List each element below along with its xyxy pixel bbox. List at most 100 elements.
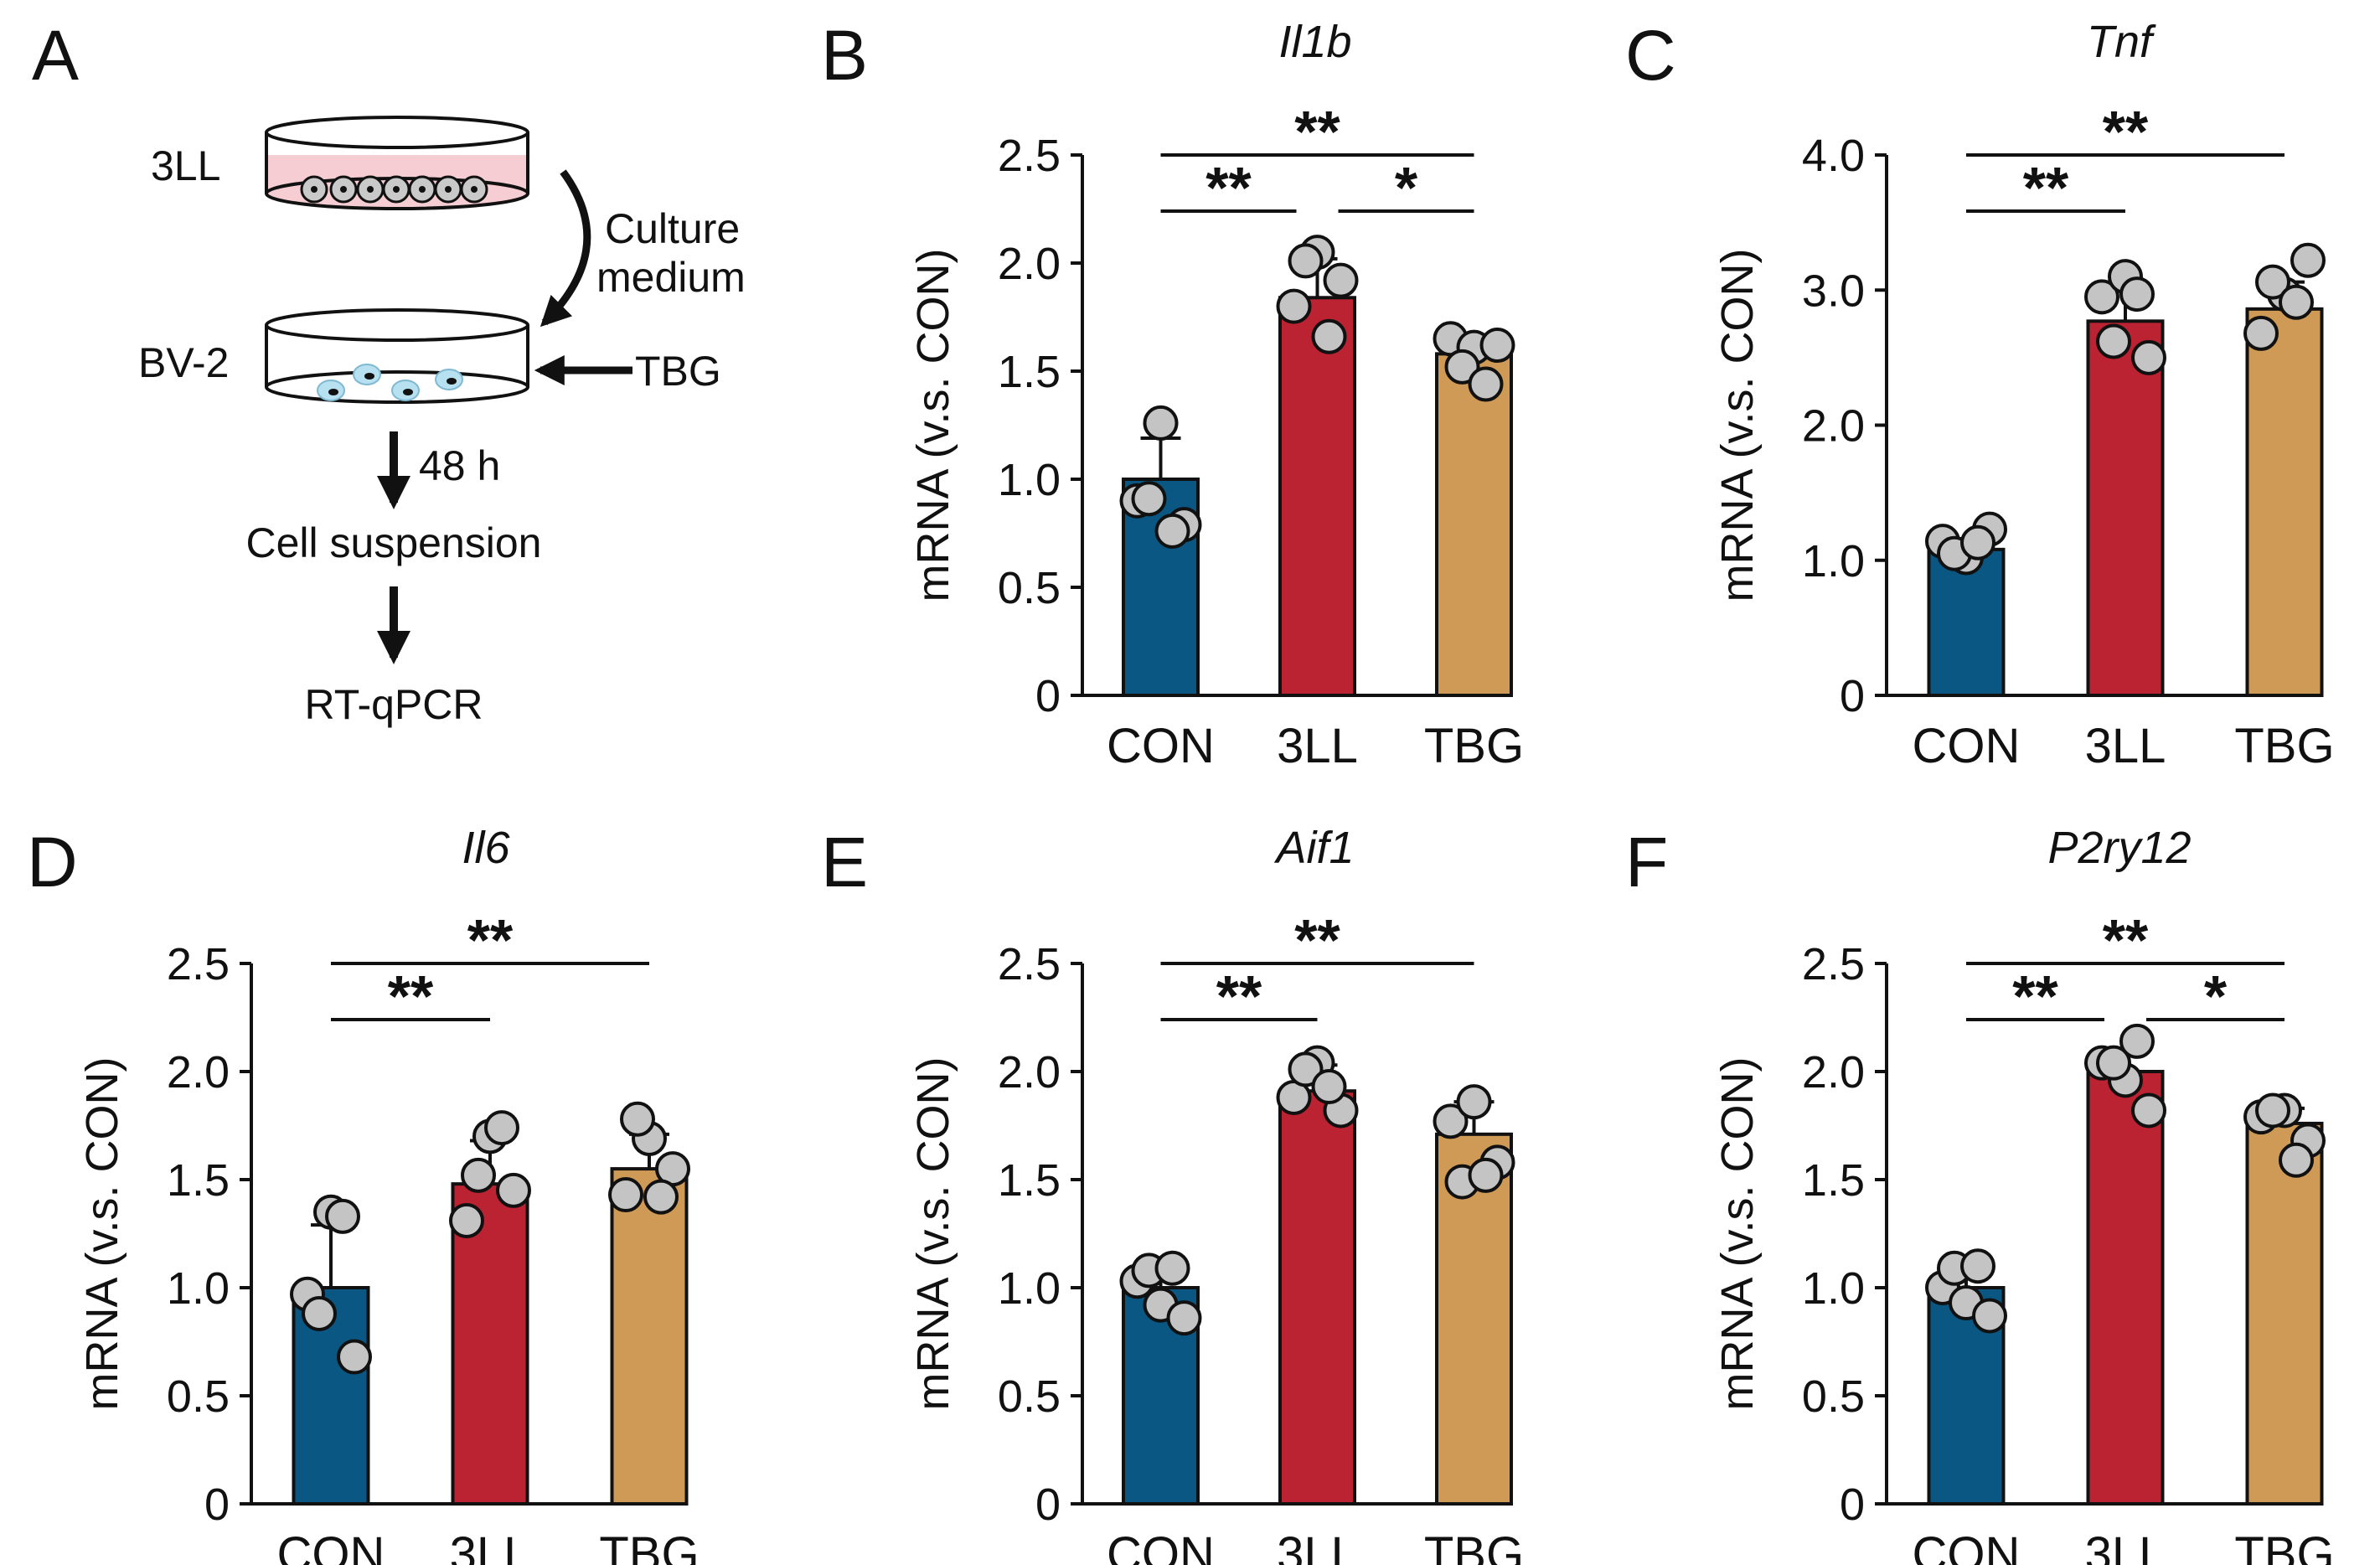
y-tick-label: 2.5 [1802,939,1865,989]
data-point-3ll [2119,276,2155,312]
x-category-label: CON [277,1527,385,1565]
cell-3ll-nucleus-0 [311,186,318,193]
bar-tbg [1435,1132,1513,1506]
cell-bv2-nucleus-1 [364,373,374,380]
y-tick-label: 0 [1840,1480,1865,1530]
data-point-tbg [2255,264,2290,300]
cell-3ll-nucleus-4 [419,186,426,193]
significance-stars: ** [2103,99,2149,164]
y-axis-label: mRNA (v.s. CON) [1712,1057,1763,1411]
chart-title: Il6 [462,823,510,873]
data-point-3ll [1311,1069,1347,1105]
dish-bv2 [265,308,529,404]
y-tick-label: 0.5 [998,563,1061,613]
panel-f-p2ry12: F P2ry12 0 0.5 1.0 1.5 2.0 2.5 mRNA (v.s. CON) CO… [1625,823,2335,1565]
cell-3ll-nucleus-5 [445,186,452,193]
data-point-3ll [496,1172,531,1208]
y-tick-label: 0 [1035,671,1061,721]
data-point-tbg [1468,1157,1504,1193]
data-point-tbg [2255,1092,2290,1129]
x-category-label: 3LL [450,1527,531,1565]
y-tick-label: 2.5 [998,939,1061,989]
data-point-3ll [1323,262,1359,298]
data-point-tbg [1479,328,1515,364]
significance-stars: ** [1205,155,1252,220]
chart-title: P2ry12 [2047,823,2191,873]
data-point-3ll [1311,318,1347,354]
y-tick-label: 2.0 [998,239,1061,289]
x-category-label: 3LL [1277,1527,1358,1565]
chart-title: Tnf [2087,17,2156,67]
significance-stars: ** [1294,99,1340,164]
y-tick-label: 2.0 [998,1047,1061,1098]
cell-3ll-nucleus-6 [471,186,478,193]
x-category-label: 3LL [1277,719,1358,773]
data-point-con [1154,513,1190,549]
data-point-con [302,1295,337,1331]
y-tick-label: 1.0 [1802,536,1865,586]
panel-letter-e: E [821,823,868,901]
panel-letter-a: A [32,16,79,95]
medium-transfer-arrow [540,169,591,328]
data-point-3ll [2096,323,2131,359]
y-tick-label: 1.5 [1802,1155,1865,1206]
data-point-tbg [2290,242,2326,278]
y-tick-label: 3.0 [1802,266,1865,316]
cell-bv2-nucleus-3 [447,378,457,385]
chart-title: Aif1 [1273,823,1354,873]
data-point-tbg [643,1179,679,1215]
y-axis-label: mRNA (v.s. CON) [908,1057,958,1411]
data-point-3ll [2131,1092,2166,1129]
y-tick-label: 1.0 [998,455,1061,505]
y-tick-label: 1.0 [998,1263,1061,1314]
bar-3ll [2086,1070,2165,1506]
dish-bv2-rim [265,308,529,342]
y-tick-label: 1.5 [998,347,1061,397]
data-point-3ll [2131,339,2166,375]
label-cell-suspension: Cell suspension [246,519,542,566]
y-tick-label: 0 [204,1480,230,1530]
y-tick-label: 1.0 [167,1263,230,1314]
significance-stars: * [2204,963,2228,1029]
bar-tbg [1435,352,1513,697]
significance-stars: ** [2012,963,2058,1029]
cell-bv2-nucleus-0 [328,389,338,395]
x-category-label: 3LL [2085,719,2166,773]
data-point-con [1166,1300,1202,1336]
y-axis-label: mRNA (v.s. CON) [908,249,958,602]
x-category-label: CON [1107,1527,1215,1565]
data-point-tbg [2243,315,2279,351]
panel-letter-c: C [1625,16,1676,95]
data-point-3ll [2096,1045,2131,1081]
panel-letter-f: F [1625,823,1668,901]
data-point-tbg [1456,1084,1492,1120]
y-tick-label: 2.5 [998,131,1061,181]
data-point-tbg [2279,1142,2314,1178]
bar-3ll [1278,296,1356,697]
panel-letter-d: D [27,823,78,901]
y-axis-label: mRNA (v.s. CON) [77,1057,127,1411]
x-category-label: CON [1913,719,2021,773]
data-point-con [1960,524,1995,560]
panel-d-il6: D Il6 0 0.5 1.0 1.5 2.0 2.5 mRNA (v.s. CON) CON 3L… [27,823,700,1565]
cell-3ll-nucleus-2 [367,186,374,193]
panel-e-aif1: E Aif1 0 0.5 1.0 1.5 2.0 2.5 mRNA (v.s. CON) CON 3… [821,823,1524,1565]
y-tick-label: 0.5 [167,1371,230,1422]
data-point-3ll [1288,1051,1324,1087]
data-point-3ll [461,1157,496,1193]
cell-3ll-nucleus-1 [340,186,347,193]
data-point-tbg [620,1101,655,1137]
y-axis-label: mRNA (v.s. CON) [1712,249,1763,602]
y-tick-label: 0.5 [1802,1371,1865,1422]
data-point-con [1154,1250,1190,1286]
x-category-label: TBG [2234,1527,2334,1565]
data-point-3ll [1288,243,1324,279]
data-point-3ll [2084,279,2119,315]
data-point-tbg [1444,349,1480,385]
bar-3ll [2086,319,2165,697]
x-category-label: CON [1913,1527,2021,1565]
significance-stars: ** [467,907,514,973]
data-point-tbg [1433,1103,1469,1139]
data-point-con [1131,481,1167,517]
data-point-tbg [608,1177,643,1213]
